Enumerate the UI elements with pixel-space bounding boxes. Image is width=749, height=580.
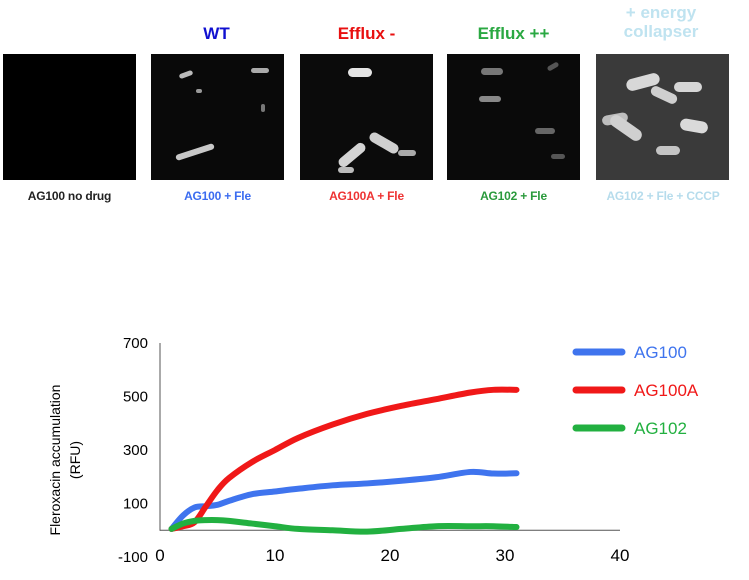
y-tick-label: 700 — [123, 335, 148, 352]
bacterial-cell — [535, 128, 555, 134]
micrograph-ag102-fle-cccp — [596, 54, 729, 180]
bacterial-cell — [679, 117, 709, 135]
bacterial-cell — [481, 68, 503, 75]
x-tick-label: 40 — [611, 546, 630, 565]
legend-label-ag100a: AG100A — [634, 381, 699, 400]
micrograph-ag100-fle — [151, 54, 284, 180]
bacterial-cell — [336, 140, 368, 170]
legend-label-ag102: AG102 — [634, 419, 687, 438]
y-axis-label-line: Fleroxacin accumulation — [47, 385, 63, 536]
series-line-ag102 — [168, 516, 520, 535]
y-axis-label-line: (RFU) — [67, 441, 83, 479]
bacterial-cell — [367, 130, 401, 156]
y-axis-label: Fleroxacin accumulation (RFU) — [47, 385, 83, 536]
series-line-ag100 — [168, 468, 520, 532]
bacterial-cell — [251, 68, 269, 73]
x-tick-label: 0 — [155, 546, 164, 565]
bacterial-cell — [348, 68, 372, 77]
micrograph-ag100a-fle — [300, 54, 433, 180]
y-tick-label: -100 — [118, 549, 148, 566]
bacterial-cell — [551, 154, 565, 159]
caption-ag102-fle-cccp: AG102 + Fle + CCCP — [606, 189, 720, 203]
bacterial-cell — [674, 82, 702, 92]
bacterial-cell — [175, 142, 215, 162]
bacterial-cell — [196, 89, 202, 93]
series-line-ag100a — [168, 386, 520, 532]
strain-heading-efflux-minus: Efflux - — [337, 24, 396, 43]
strain-heading-efflux-plus: Efflux ++ — [477, 24, 550, 43]
y-tick-label: 100 — [123, 496, 148, 513]
micrograph-ag100-no-drug — [3, 54, 136, 180]
x-tick-label: 20 — [381, 546, 400, 565]
tick-labels: -100 100 300 500 700 0 10 20 30 40 — [118, 335, 629, 566]
strain-heading-wt: WT — [203, 24, 230, 43]
bacterial-cell — [656, 146, 680, 155]
bacterial-cell — [178, 69, 194, 80]
chart-legend: AG100 AG100A AG102 — [572, 343, 699, 438]
bacterial-cell — [261, 104, 265, 112]
bacterial-cell — [546, 61, 560, 72]
bacterial-cell — [338, 167, 354, 173]
legend-label-ag100: AG100 — [634, 343, 687, 362]
y-tick-label: 300 — [123, 442, 148, 459]
bacterial-cell — [479, 96, 501, 102]
x-tick-label: 10 — [266, 546, 285, 565]
micrograph-ag102-fle — [447, 54, 580, 180]
chart-axes — [159, 343, 620, 531]
strain-heading-energy-collapser: + energy collapser — [623, 3, 699, 41]
x-tick-label: 30 — [496, 546, 515, 565]
caption-ag100-no-drug: AG100 no drug — [27, 189, 112, 203]
y-tick-label: 500 — [123, 389, 148, 406]
caption-ag102-fle: AG102 + Fle — [480, 189, 547, 203]
caption-ag100-fle: AG100 + Fle — [184, 189, 251, 203]
series-lines — [168, 386, 520, 535]
bacterial-cell — [398, 150, 416, 156]
caption-ag100a-fle: AG100A + Fle — [329, 189, 404, 203]
